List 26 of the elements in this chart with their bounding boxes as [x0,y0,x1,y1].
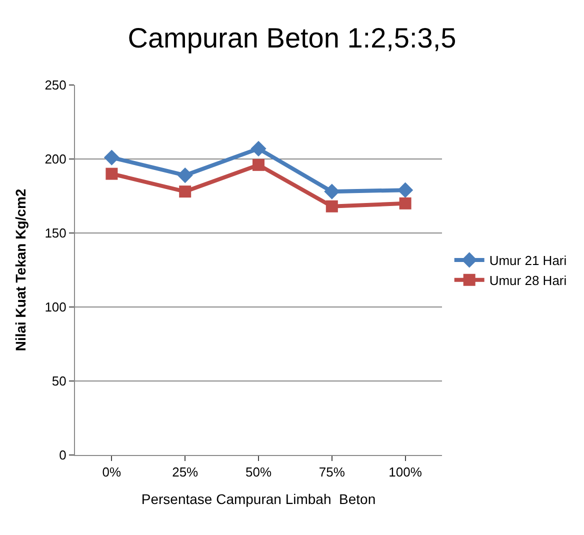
point [250,140,266,156]
point [179,186,192,198]
y-tick-label: 50 [52,374,66,389]
point [326,200,338,212]
y-tick-label: 150 [44,226,66,241]
y-tick-label: 0 [59,448,66,463]
legend-label: Umur 28 Hari [489,272,567,288]
x-axis-title: Persentase Campuran Limbah Beton [141,490,376,507]
y-tick-label: 100 [44,300,66,315]
x-tick-label: 50% [245,464,272,480]
x-tick-label: 0% [102,464,122,480]
point [104,150,120,166]
point [399,197,412,210]
point [252,158,264,171]
x-tick-label: 100% [388,464,422,480]
point [177,167,193,184]
y-tick-label: 200 [44,152,66,167]
point [398,182,414,198]
x-tick-label: 75% [318,464,346,480]
point [324,184,340,200]
y-tick-label: 250 [44,78,66,93]
legend-label: Umur 21 Hari [489,253,567,268]
x-tick-label: 25% [172,464,199,480]
point [106,168,118,180]
y-axis-title: Nilai Kuat Tekan Kg/cm2 [12,188,28,352]
chart-title: Campuran Beton 1:2,5:3,5 [128,22,456,54]
